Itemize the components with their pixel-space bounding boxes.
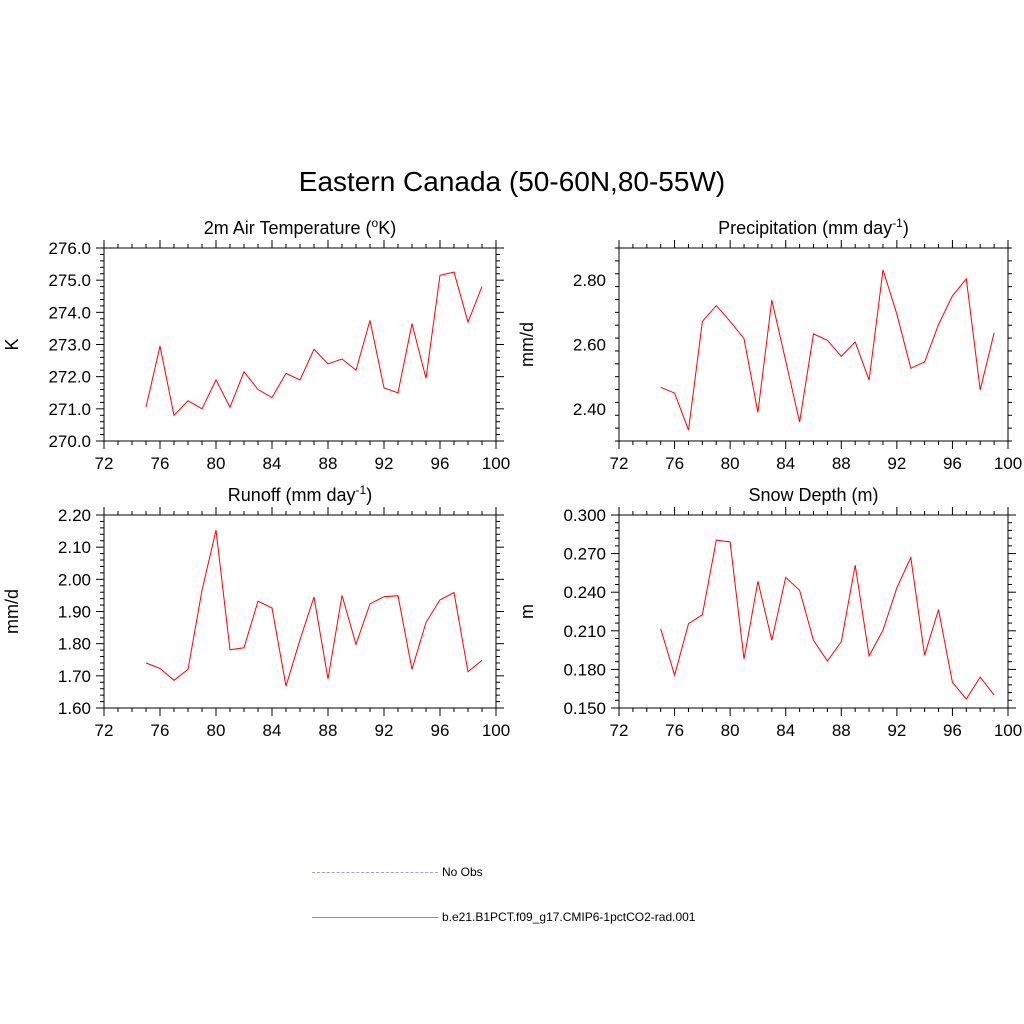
x-tick-label: 96 <box>431 721 450 740</box>
x-tick-label: 72 <box>610 454 629 473</box>
y-tick-label: 2.10 <box>58 538 91 557</box>
y-tick-label: 0.210 <box>563 622 606 641</box>
x-tick-label: 100 <box>994 454 1022 473</box>
x-tick-label: 96 <box>431 454 450 473</box>
y-tick-label: 1.60 <box>58 699 91 718</box>
plot-frame <box>103 247 497 442</box>
x-tick-label: 100 <box>994 721 1022 740</box>
y-tick-label: 1.80 <box>58 635 91 654</box>
plot-frame <box>618 514 1009 709</box>
y-axis-label: mm/d <box>517 322 537 367</box>
y-axis-label: m <box>517 604 537 619</box>
y-tick-label: 275.0 <box>48 271 91 290</box>
plot-frame <box>618 247 1009 442</box>
x-tick-label: 84 <box>263 721 282 740</box>
series-line <box>145 271 483 417</box>
panel-2: 72 76 80 84 88 92 96 100 2.40 2.60 2.80 Precipitati… <box>517 216 1022 473</box>
x-tick-label: 96 <box>943 454 962 473</box>
y-tick-label: 1.90 <box>58 603 91 622</box>
y-tick-label: 271.0 <box>48 400 91 419</box>
panel-title: Runoff (mm day-1) <box>228 483 372 505</box>
x-tick-label: 92 <box>887 454 906 473</box>
x-tick-label: 88 <box>319 454 338 473</box>
panel-title: 2m Air Temperature (oK) <box>204 216 396 238</box>
y-tick-label: 276.0 <box>48 239 91 258</box>
x-tick-label: 72 <box>95 721 114 740</box>
x-tick-label: 84 <box>776 721 795 740</box>
x-tick-label: 84 <box>263 454 282 473</box>
y-tick-label: 2.40 <box>573 400 606 419</box>
y-tick-label: 274.0 <box>48 303 91 322</box>
y-axis-label: K <box>2 338 22 350</box>
panel-1: 72 76 80 84 88 92 96 100 270.0 271.0 272.0 273.0 274… <box>2 216 510 473</box>
series-line <box>660 539 995 700</box>
x-tick-label: 92 <box>375 454 394 473</box>
y-tick-label: 2.00 <box>58 570 91 589</box>
y-tick-label: 0.270 <box>563 545 606 564</box>
series-line <box>660 269 995 431</box>
y-tick-label: 2.60 <box>573 336 606 355</box>
x-tick-label: 88 <box>319 721 338 740</box>
legend-label: b.e21.B1PCT.f09_g17.CMIP6-1pctCO2-rad.00… <box>442 910 696 924</box>
figure-title: Eastern Canada (50-60N,80-55W) <box>298 166 726 197</box>
x-tick-label: 80 <box>721 721 740 740</box>
x-tick-label: 72 <box>610 721 629 740</box>
x-tick-label: 92 <box>887 721 906 740</box>
panel-title: Snow Depth (m) <box>748 485 878 505</box>
legend-swatch-dashed <box>312 872 438 873</box>
plot-frame <box>103 514 497 709</box>
x-tick-label: 96 <box>943 721 962 740</box>
x-tick-label: 88 <box>832 721 851 740</box>
y-tick-label: 2.20 <box>58 506 91 525</box>
panel-4: 72 76 80 84 88 92 96 100 0.150 0.180 0.210 0.240 0.2… <box>517 485 1022 740</box>
y-tick-label: 1.70 <box>58 667 91 686</box>
y-tick-label: 273.0 <box>48 336 91 355</box>
legend-label: No Obs <box>442 865 483 879</box>
series-line <box>145 529 483 687</box>
x-tick-label: 88 <box>832 454 851 473</box>
y-tick-label: 0.180 <box>563 660 606 679</box>
y-tick-label: 0.300 <box>563 506 606 525</box>
y-tick-label: 270.0 <box>48 432 91 451</box>
x-tick-label: 80 <box>207 721 226 740</box>
legend-swatch-solid <box>312 917 438 918</box>
y-tick-label: 2.80 <box>573 271 606 290</box>
x-tick-label: 92 <box>375 721 394 740</box>
y-tick-label: 0.240 <box>563 583 606 602</box>
y-tick-label: 0.150 <box>563 699 606 718</box>
x-tick-label: 100 <box>482 454 510 473</box>
panel-title: Precipitation (mm day-1) <box>718 216 909 238</box>
x-tick-label: 76 <box>665 454 684 473</box>
panel-3: 72 76 80 84 88 92 96 100 1.60 1.70 1.80 1.90 2.00 2.1… <box>2 483 510 740</box>
y-tick-label: 272.0 <box>48 368 91 387</box>
x-tick-label: 80 <box>721 454 740 473</box>
x-tick-label: 72 <box>95 454 114 473</box>
x-tick-label: 76 <box>151 721 170 740</box>
x-tick-label: 84 <box>776 454 795 473</box>
x-tick-label: 76 <box>151 454 170 473</box>
y-axis-label: mm/d <box>2 589 22 634</box>
x-tick-label: 76 <box>665 721 684 740</box>
x-tick-label: 100 <box>482 721 510 740</box>
x-tick-label: 80 <box>207 454 226 473</box>
